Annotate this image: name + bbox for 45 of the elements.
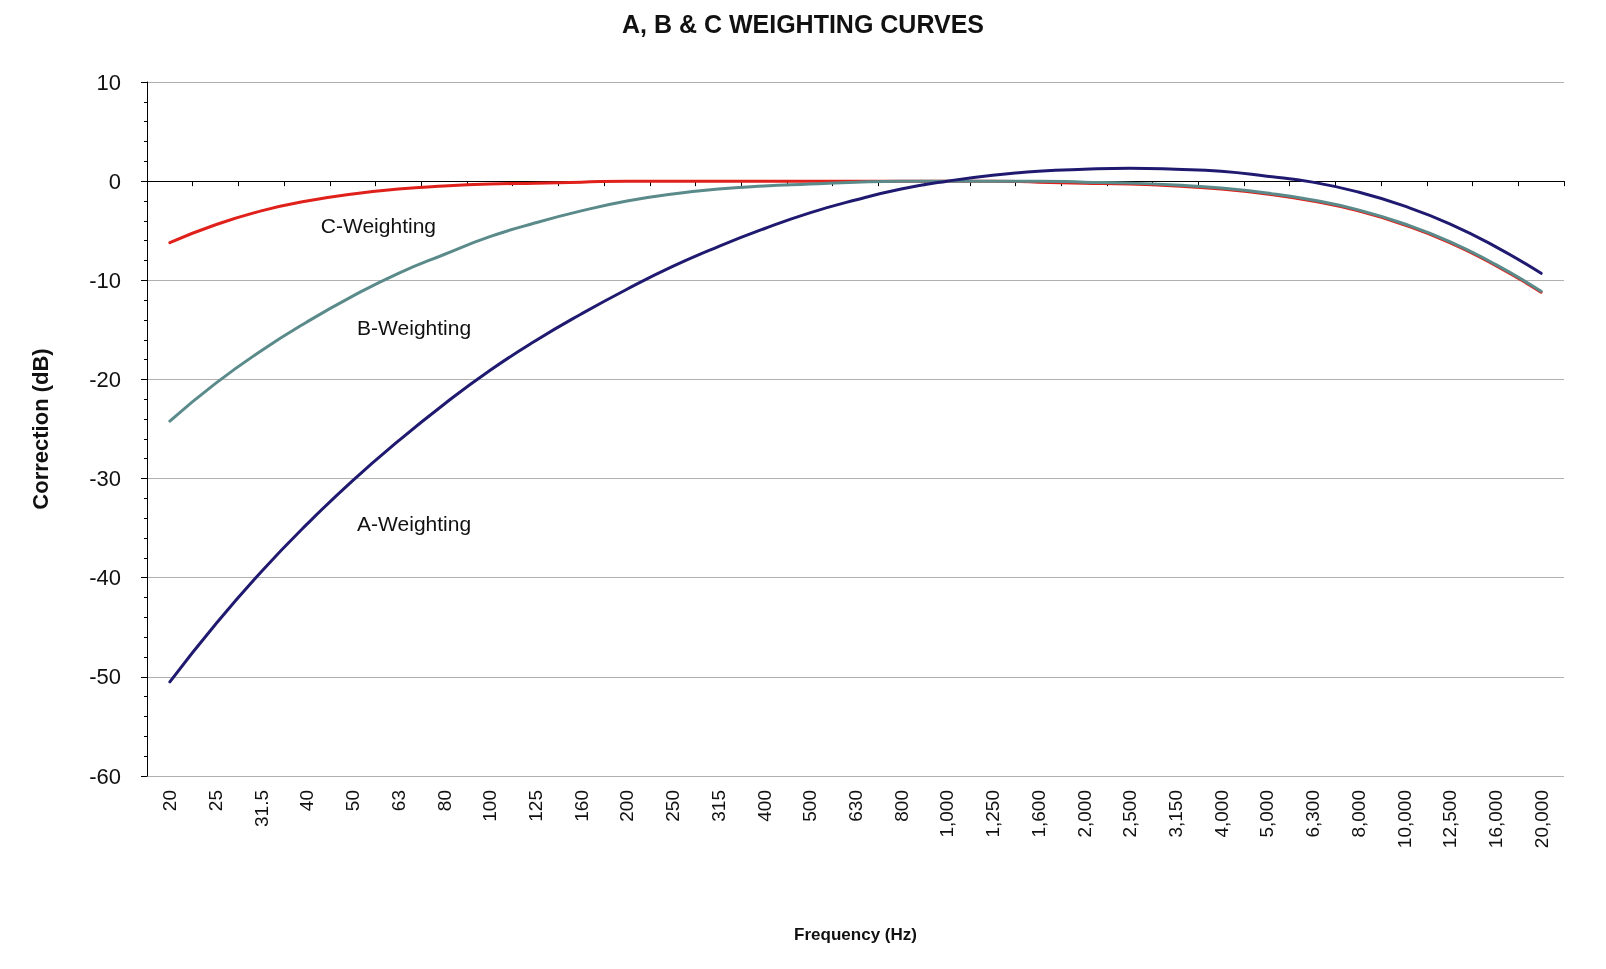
x-tick-label: 3,150 xyxy=(1164,790,1186,838)
x-tick-label: 1,600 xyxy=(1027,790,1049,838)
x-tick-label: 16,000 xyxy=(1484,790,1506,849)
x-tick-label: 63 xyxy=(387,790,409,812)
x-tick-label: 315 xyxy=(707,790,729,822)
x-tick-label: 250 xyxy=(662,790,684,822)
y-tick-label: -30 xyxy=(89,466,121,492)
x-tick-label: 800 xyxy=(890,790,912,822)
x-tick-label: 200 xyxy=(616,790,638,822)
x-tick-label: 2,500 xyxy=(1119,790,1141,838)
y-tick-label: 0 xyxy=(108,168,121,194)
x-tick-label: 500 xyxy=(799,790,821,822)
x-tick-label: 20 xyxy=(159,790,181,812)
x-tick-label: 10,000 xyxy=(1393,790,1415,849)
x-tick-label: 4,000 xyxy=(1210,790,1232,838)
x-axis-title: Frequency (Hz) xyxy=(794,925,917,944)
x-tick-label: 20,000 xyxy=(1530,790,1552,849)
y-tick-label: -10 xyxy=(89,267,121,293)
x-tick-label: 1,000 xyxy=(936,790,958,838)
x-tick-label: 400 xyxy=(753,790,775,822)
chart-title: A, B & C WEIGHTING CURVES xyxy=(621,9,985,38)
x-tick-label: 1,250 xyxy=(982,790,1004,838)
x-tick-label: 50 xyxy=(342,790,364,812)
x-tick-label: 6,300 xyxy=(1302,790,1324,838)
y-axis-title: Correction (dB) xyxy=(27,348,53,510)
series-label: B-Weighting xyxy=(357,315,472,339)
y-tick-label: 10 xyxy=(96,69,121,95)
x-tick-label: 100 xyxy=(479,790,501,822)
x-tick-label: 12,500 xyxy=(1439,790,1461,849)
x-tick-label: 5,000 xyxy=(1256,790,1278,838)
series-label: C-Weighting xyxy=(320,214,436,238)
x-tick-label: 125 xyxy=(525,790,547,822)
y-tick-label: -20 xyxy=(89,366,121,392)
x-tick-label: 2,000 xyxy=(1073,790,1095,838)
y-tick-label: -40 xyxy=(89,565,121,591)
x-tick-label: 31.5 xyxy=(250,790,272,827)
x-tick-label: 80 xyxy=(433,790,455,812)
x-tick-label: 40 xyxy=(296,790,318,812)
x-tick-label: 25 xyxy=(205,790,227,812)
series-label: A-Weighting xyxy=(357,512,472,536)
y-tick-label: -60 xyxy=(89,763,121,789)
x-tick-label: 630 xyxy=(845,790,866,822)
y-tick-label: -50 xyxy=(89,664,121,690)
x-tick-label: 160 xyxy=(570,790,592,822)
x-tick-label: 8,000 xyxy=(1347,790,1369,838)
